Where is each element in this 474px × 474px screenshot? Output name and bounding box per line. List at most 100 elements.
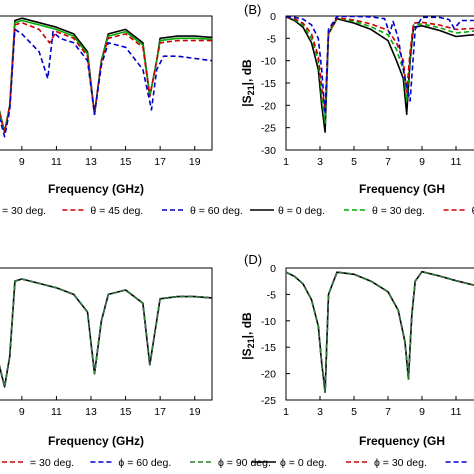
panel-b-label: (B) bbox=[244, 2, 261, 17]
panel-d-y-tick-label: -25 bbox=[261, 395, 276, 407]
panel-d-ticks: 1357911130-5-10-15-20-25 bbox=[261, 263, 462, 418]
panel-a-legend-label: θ = 45 deg. bbox=[90, 205, 143, 217]
panel-b-y-tick-label: -20 bbox=[261, 100, 276, 112]
panel-b-y-axis-label-main: |S bbox=[240, 95, 254, 106]
panel-b-lines bbox=[286, 16, 474, 133]
panel-d-label: (D) bbox=[244, 252, 262, 267]
panel-c-lines bbox=[0, 278, 212, 388]
panel-b-legend-label: θ = bbox=[472, 205, 474, 217]
panel-a-lines bbox=[0, 17, 212, 138]
panel-b-y-axis-label-sub: 21 bbox=[246, 85, 256, 95]
panel-a-series-line bbox=[0, 28, 212, 138]
panel-d-y-tick-label: 0 bbox=[270, 263, 276, 275]
panel-b-plot-area: 1357911130-5-10-15-20-25-30 bbox=[261, 11, 474, 168]
panel-d-x-axis-label: Frequency (GH bbox=[359, 434, 445, 448]
panel-d-x-tick-label: 11 bbox=[451, 406, 462, 418]
panel-d-y-tick-label: -20 bbox=[261, 369, 276, 381]
panel-c-x-tick-label: 17 bbox=[154, 406, 166, 418]
panel-d-lines bbox=[286, 270, 474, 393]
panel-c-x-tick-label: 13 bbox=[85, 406, 97, 418]
panel-b-series-line bbox=[286, 16, 474, 124]
panel-b-y-tick-label: 0 bbox=[270, 11, 276, 23]
panel-c-x-tick-label: 19 bbox=[189, 406, 201, 418]
panel-a: 791113151719 Frequency (GHz) = 30 deg.θ … bbox=[0, 15, 243, 217]
panel-c-legend: = 30 deg. ϕ = 60 deg. ϕ = 90 deg. bbox=[2, 457, 271, 469]
panel-d-legend: ϕ = 0 deg.ϕ = 30 deg.ϕ bbox=[252, 457, 474, 469]
panel-d-y-tick-label: -10 bbox=[261, 316, 276, 328]
panel-c-legend-label: ϕ = 60 deg. bbox=[118, 457, 171, 469]
panel-c-plot-area: 791113151719 bbox=[0, 267, 213, 418]
panel-b-x-tick-label: 11 bbox=[451, 156, 462, 168]
panel-b-legend-label: θ = 30 deg. bbox=[372, 205, 425, 217]
panel-d-series-line bbox=[286, 270, 474, 393]
panel-d-x-tick-label: 1 bbox=[283, 406, 289, 418]
panel-b-x-tick-label: 7 bbox=[385, 156, 391, 168]
panel-b-ticks: 1357911130-5-10-15-20-25-30 bbox=[261, 11, 462, 168]
panel-c-series-line bbox=[0, 278, 212, 388]
panel-b-x-tick-label: 1 bbox=[283, 156, 289, 168]
panel-c-series-line bbox=[0, 278, 212, 388]
panel-a-series-line bbox=[0, 19, 212, 133]
panel-b-y-axis-label-tail: |, dB bbox=[240, 59, 254, 85]
panel-c-legend-label: = 30 deg. bbox=[30, 457, 74, 469]
panel-b-x-tick-label: 9 bbox=[419, 156, 425, 168]
panel-b-y-axis-label: |S21|, dB bbox=[240, 59, 256, 107]
panel-b-y-tick-label: -10 bbox=[261, 56, 276, 68]
panel-c-ticks: 791113151719 bbox=[19, 396, 201, 418]
panel-d-y-axis-label-sub: 21 bbox=[246, 338, 256, 348]
panel-d: (D) |S21|, dB 1357911130-5-10-15-20-25 F… bbox=[240, 252, 474, 469]
panel-d-series-line bbox=[286, 270, 474, 393]
panel-b: (B) |S21|, dB 1357911130-5-10-15-20-25-3… bbox=[240, 2, 474, 217]
panel-d-x-tick-label: 9 bbox=[419, 406, 425, 418]
panel-c-x-tick-label: 9 bbox=[19, 406, 25, 418]
panel-c-series-line bbox=[0, 278, 212, 388]
panel-a-x-tick-label: 15 bbox=[120, 156, 132, 168]
panel-b-y-tick-label: -30 bbox=[261, 145, 276, 157]
panel-d-y-axis-label: |S21|, dB bbox=[240, 312, 256, 360]
panel-a-x-tick-label: 17 bbox=[154, 156, 166, 168]
panel-d-plot-area: 1357911130-5-10-15-20-25 bbox=[261, 263, 474, 418]
panel-d-x-tick-label: 5 bbox=[351, 406, 357, 418]
panel-b-legend-label: θ = 0 deg. bbox=[278, 205, 325, 217]
panel-d-x-tick-label: 7 bbox=[385, 406, 391, 418]
panel-d-y-tick-label: -15 bbox=[261, 342, 276, 354]
panel-a-ticks: 791113151719 bbox=[19, 146, 201, 168]
panel-b-y-tick-label: -25 bbox=[261, 123, 276, 135]
panel-b-series-line bbox=[286, 16, 474, 133]
panel-c: 791113151719 Frequency (GHz) = 30 deg.ϕ … bbox=[0, 267, 271, 469]
panel-b-series-line bbox=[286, 16, 474, 116]
panel-b-x-tick-label: 3 bbox=[317, 156, 323, 168]
panel-a-plot-area: 791113151719 bbox=[0, 15, 213, 168]
panel-a-x-tick-label: 11 bbox=[51, 156, 62, 168]
panel-a-legend-label: = 30 deg. bbox=[2, 205, 46, 217]
panel-b-legend: θ = 0 deg. θ = 30 deg. θ = bbox=[250, 205, 474, 217]
panel-b-y-tick-label: -5 bbox=[267, 33, 276, 45]
panel-a-legend: = 30 deg. θ = 45 deg. θ = 60 deg. bbox=[2, 205, 243, 217]
panel-a-series-line bbox=[0, 21, 212, 133]
panel-a-series-line bbox=[0, 17, 212, 133]
panel-b-y-tick-label: -15 bbox=[261, 78, 276, 90]
panel-c-legend-label: ϕ = 90 deg. bbox=[218, 457, 271, 469]
panel-d-y-tick-label: -5 bbox=[267, 289, 276, 301]
panel-a-x-tick-label: 19 bbox=[189, 156, 201, 168]
panel-c-frame bbox=[0, 267, 213, 401]
panel-d-y-axis-label-main: |S bbox=[240, 348, 254, 359]
panel-c-x-tick-label: 11 bbox=[51, 406, 62, 418]
panel-c-series-line bbox=[0, 278, 212, 388]
panel-d-y-axis-label-tail: |, dB bbox=[240, 312, 254, 338]
panel-c-x-tick-label: 15 bbox=[120, 406, 132, 418]
panel-d-frame bbox=[285, 267, 474, 401]
panel-b-x-tick-label: 5 bbox=[351, 156, 357, 168]
panel-b-x-axis-label: Frequency (GH bbox=[359, 182, 445, 196]
panel-a-x-axis-label: Frequency (GHz) bbox=[48, 182, 144, 196]
panel-d-legend-label: ϕ = 0 deg. bbox=[280, 457, 327, 469]
panel-a-legend-label: θ = 60 deg. bbox=[190, 205, 243, 217]
panel-d-series-line bbox=[286, 270, 474, 393]
panel-a-x-tick-label: 9 bbox=[19, 156, 25, 168]
panel-d-x-tick-label: 3 bbox=[317, 406, 323, 418]
panel-c-x-axis-label: Frequency (GHz) bbox=[48, 434, 144, 448]
panel-d-series-line bbox=[286, 270, 474, 393]
panel-b-series-line bbox=[286, 16, 474, 111]
panel-d-legend-label: ϕ = 30 deg. bbox=[374, 457, 427, 469]
